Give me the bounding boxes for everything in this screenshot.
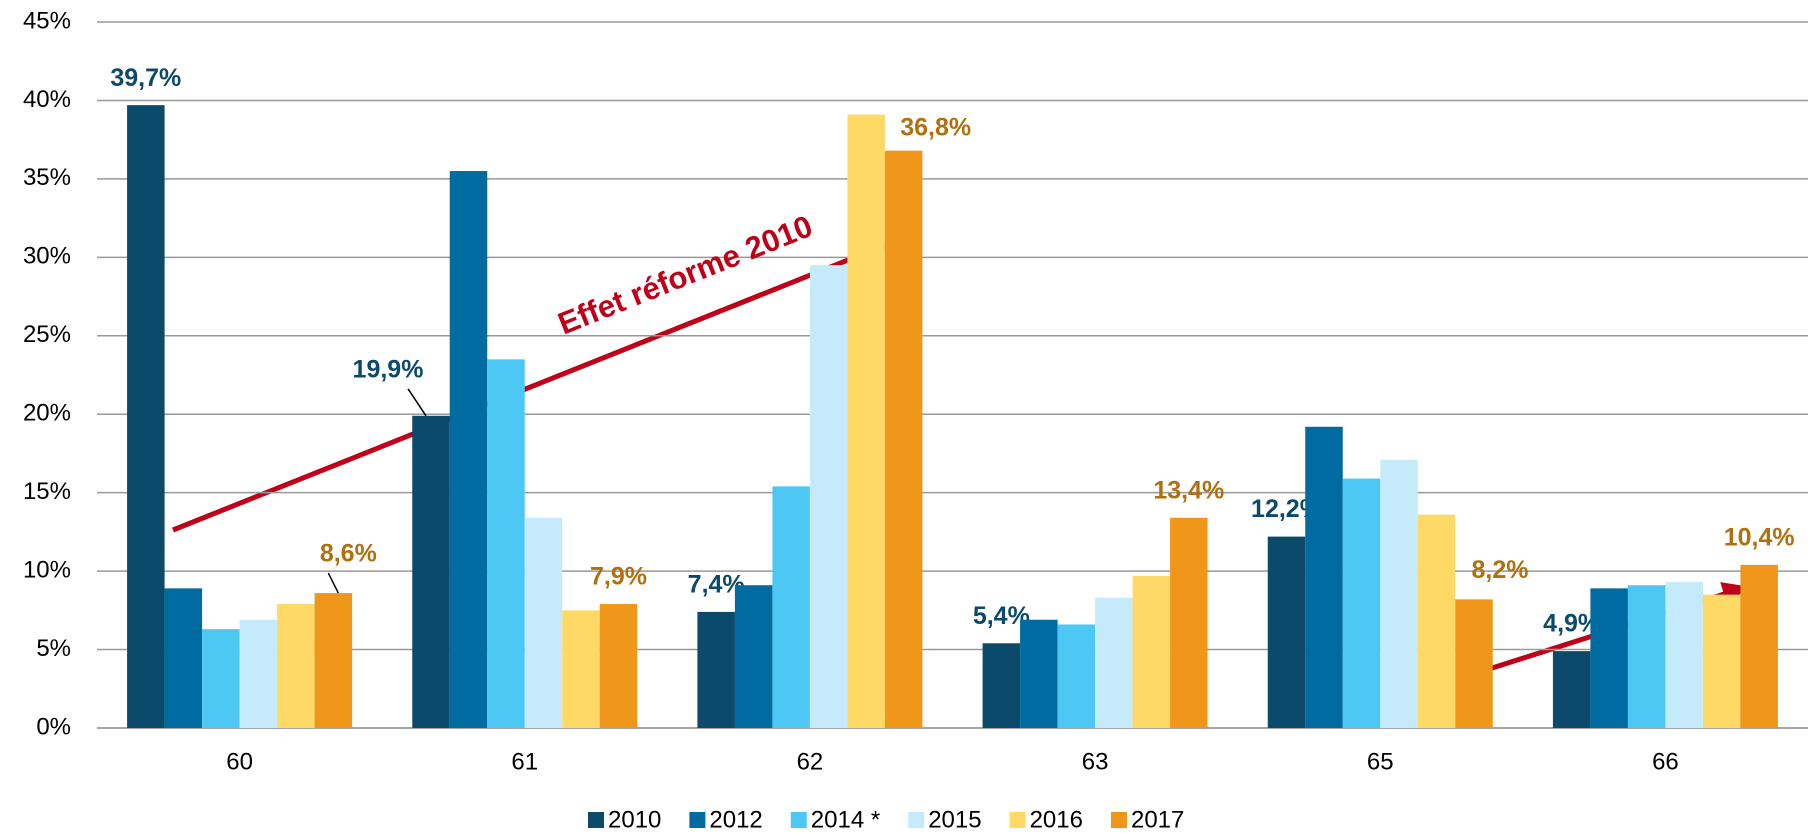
bar <box>1380 459 1418 728</box>
bar <box>982 643 1021 728</box>
x-tick-label: 61 <box>511 748 538 775</box>
legend-swatch <box>689 812 706 828</box>
bar <box>734 585 773 728</box>
bar <box>1342 478 1381 728</box>
bar <box>1552 651 1591 728</box>
y-tick-label: 35% <box>23 164 71 191</box>
bar <box>202 629 240 728</box>
bar <box>1590 588 1628 728</box>
x-tick-label: 60 <box>226 748 253 775</box>
bar <box>239 619 278 728</box>
legend-label: 2016 <box>1030 806 1083 833</box>
leader-line <box>407 388 427 417</box>
y-tick-label: 15% <box>23 478 71 505</box>
legend-label: 2014 * <box>811 806 880 833</box>
bar <box>1455 599 1493 728</box>
legend-swatch <box>588 812 604 828</box>
legend-swatch <box>1110 812 1127 828</box>
bar <box>1305 426 1343 728</box>
data-label: 8,6% <box>320 540 377 568</box>
bar <box>809 265 848 728</box>
legend-label: 2017 <box>1131 806 1184 833</box>
data-label: 39,7% <box>110 64 181 92</box>
bar <box>1267 536 1306 728</box>
data-label: 7,9% <box>590 563 647 591</box>
bar <box>524 517 563 728</box>
data-label: 13,4% <box>1153 476 1224 504</box>
data-label: 19,9% <box>353 355 424 383</box>
leader-line <box>327 572 340 594</box>
bar <box>884 150 923 728</box>
bar <box>127 105 165 728</box>
data-label: 36,8% <box>900 113 971 141</box>
bar <box>164 588 203 728</box>
x-tick-label: 65 <box>1367 748 1394 775</box>
y-tick-label: 45% <box>23 7 71 34</box>
legend-swatch <box>908 812 925 828</box>
y-tick-label: 20% <box>23 400 71 427</box>
bar <box>1170 517 1208 728</box>
y-tick-label: 30% <box>23 243 71 270</box>
y-tick-label: 0% <box>36 713 71 740</box>
bar <box>1702 594 1741 728</box>
legend-label: 2010 <box>608 806 661 833</box>
legend-label: 2012 <box>709 806 762 833</box>
x-tick-label: 63 <box>1082 748 1109 775</box>
bar <box>487 359 525 728</box>
bar <box>772 486 810 728</box>
y-tick-label: 40% <box>23 86 71 113</box>
bar <box>599 604 638 728</box>
bar <box>1095 597 1133 728</box>
bar <box>1627 585 1666 728</box>
data-label: 10,4% <box>1724 523 1795 551</box>
bar <box>1665 582 1703 728</box>
bar <box>314 593 353 728</box>
legend-swatch <box>1009 812 1026 828</box>
bar <box>562 610 600 728</box>
bar <box>1740 564 1778 728</box>
data-label: 8,2% <box>1472 556 1529 584</box>
bar <box>1020 619 1058 728</box>
y-tick-label: 25% <box>23 321 71 348</box>
legend-label: 2015 <box>928 806 981 833</box>
bar <box>412 415 450 728</box>
arrow <box>172 239 893 533</box>
bar <box>1132 575 1171 728</box>
bar <box>1057 624 1096 728</box>
bar <box>277 604 315 728</box>
y-tick-label: 5% <box>36 635 71 662</box>
bar <box>449 171 488 729</box>
legend-swatch <box>790 812 807 828</box>
annotation: Effet réforme 2010 <box>553 208 817 341</box>
x-tick-label: 66 <box>1652 748 1679 775</box>
bar <box>697 611 735 728</box>
x-tick-label: 62 <box>797 748 824 775</box>
bar <box>1417 514 1456 728</box>
bar <box>847 114 885 728</box>
y-tick-label: 10% <box>23 556 71 583</box>
